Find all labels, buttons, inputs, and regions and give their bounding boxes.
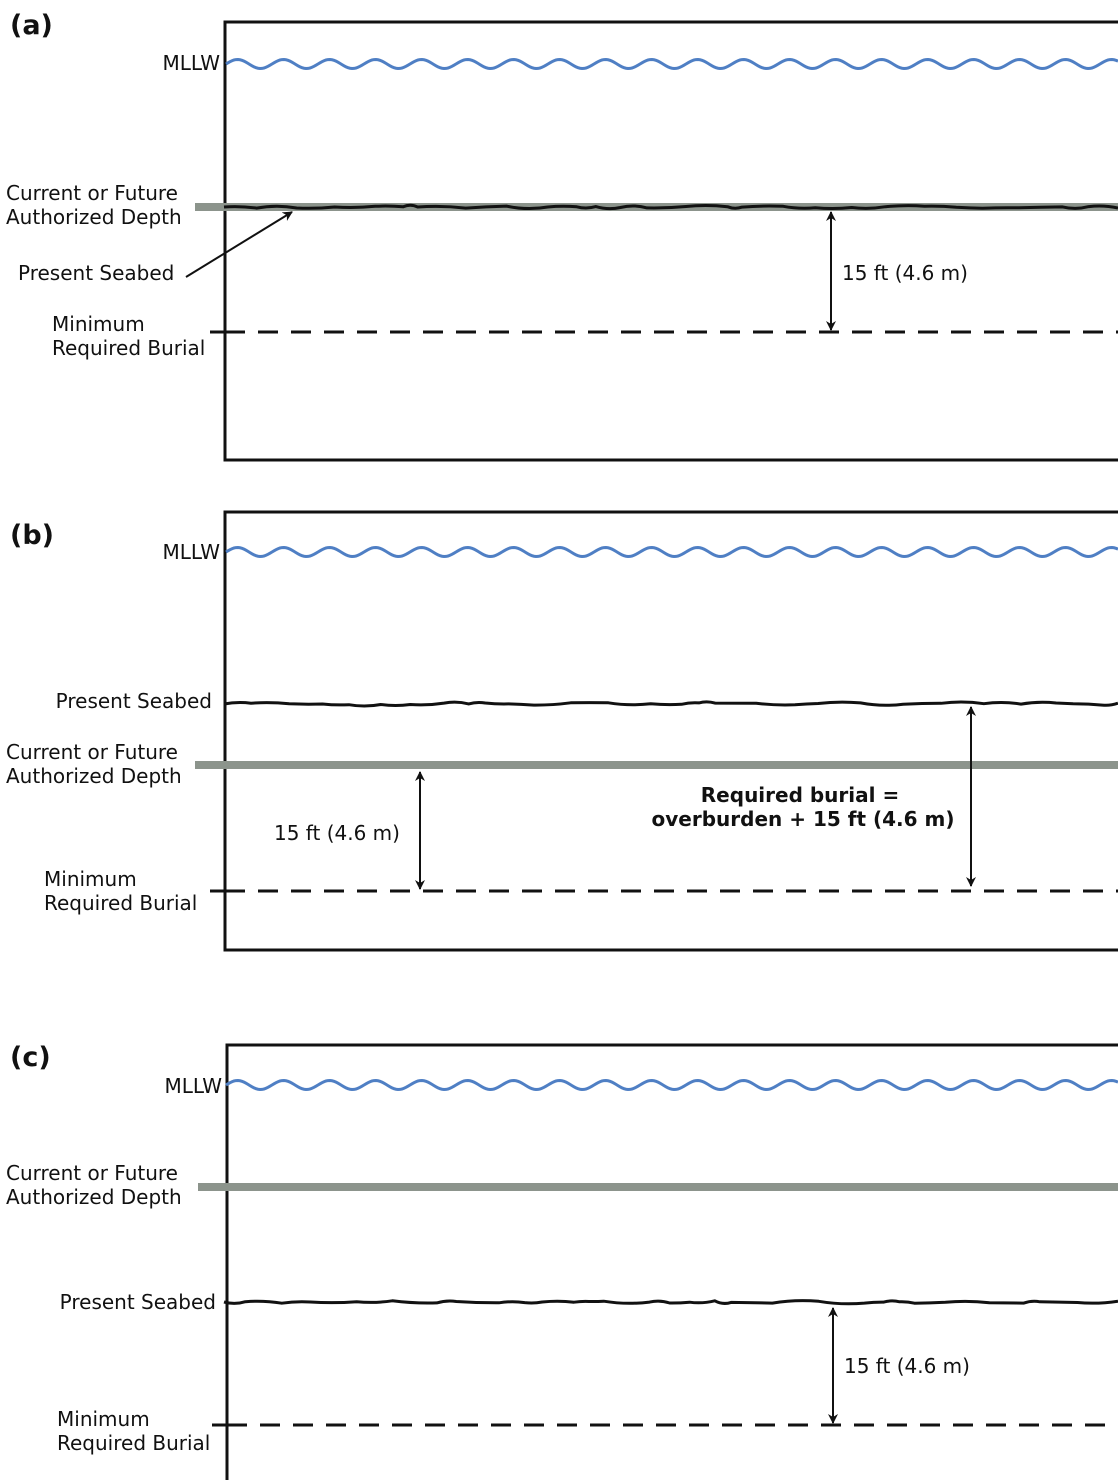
mllw-label: MLLW bbox=[165, 1074, 223, 1098]
panel-a: (a) MLLW Current or Future Authorized De… bbox=[6, 10, 1118, 462]
minimum-burial-label-line1: Minimum bbox=[57, 1407, 150, 1431]
panel-letter: (c) bbox=[10, 1042, 51, 1073]
panel-frame bbox=[225, 1043, 1118, 1480]
authorized-depth-label-line1: Current or Future bbox=[6, 740, 178, 764]
authorized-depth-label-line2: Authorized Depth bbox=[6, 764, 182, 788]
minimum-burial-label-line2: Required Burial bbox=[57, 1431, 210, 1455]
panel-letter: (b) bbox=[10, 520, 54, 551]
panel-b: (b) MLLW Present Seabed Current or Futur… bbox=[6, 510, 1118, 952]
present-seabed-line bbox=[223, 1299, 1118, 1306]
mllw-waterline bbox=[225, 58, 1118, 70]
panel-c: (c) MLLW Current or Future Authorized De… bbox=[6, 1042, 1118, 1480]
required-burial-label-line1: Required burial = bbox=[701, 783, 899, 807]
mllw-label: MLLW bbox=[163, 51, 221, 75]
dimension-label: 15 ft (4.6 m) bbox=[844, 1354, 970, 1378]
minimum-burial-label-line2: Required Burial bbox=[52, 336, 205, 360]
authorized-depth-label-line2: Authorized Depth bbox=[6, 1185, 182, 1209]
minimum-burial-label-line1: Minimum bbox=[44, 867, 137, 891]
dimension-label: 15 ft (4.6 m) bbox=[274, 821, 400, 845]
mllw-label: MLLW bbox=[163, 540, 221, 564]
dimension-label: 15 ft (4.6 m) bbox=[842, 261, 968, 285]
authorized-depth-label-line1: Current or Future bbox=[6, 181, 178, 205]
minimum-burial-label-line1: Minimum bbox=[52, 312, 145, 336]
panel-frame bbox=[223, 510, 1118, 952]
present-seabed-line bbox=[223, 203, 1118, 211]
present-seabed-line bbox=[223, 700, 1118, 708]
required-burial-label-line2: overburden + 15 ft (4.6 m) bbox=[652, 807, 955, 831]
authorized-depth-label-line1: Current or Future bbox=[6, 1161, 178, 1185]
authorized-depth-label-line2: Authorized Depth bbox=[6, 205, 182, 229]
mllw-waterline bbox=[225, 546, 1118, 558]
present-seabed-label: Present Seabed bbox=[56, 689, 212, 713]
seabed-leader-arrow bbox=[185, 211, 293, 278]
present-seabed-label: Present Seabed bbox=[18, 261, 174, 285]
panel-letter: (a) bbox=[10, 10, 53, 41]
panel-frame bbox=[223, 20, 1118, 462]
mllw-waterline bbox=[225, 1079, 1118, 1091]
minimum-burial-label-line2: Required Burial bbox=[44, 891, 197, 915]
present-seabed-label: Present Seabed bbox=[60, 1290, 216, 1314]
